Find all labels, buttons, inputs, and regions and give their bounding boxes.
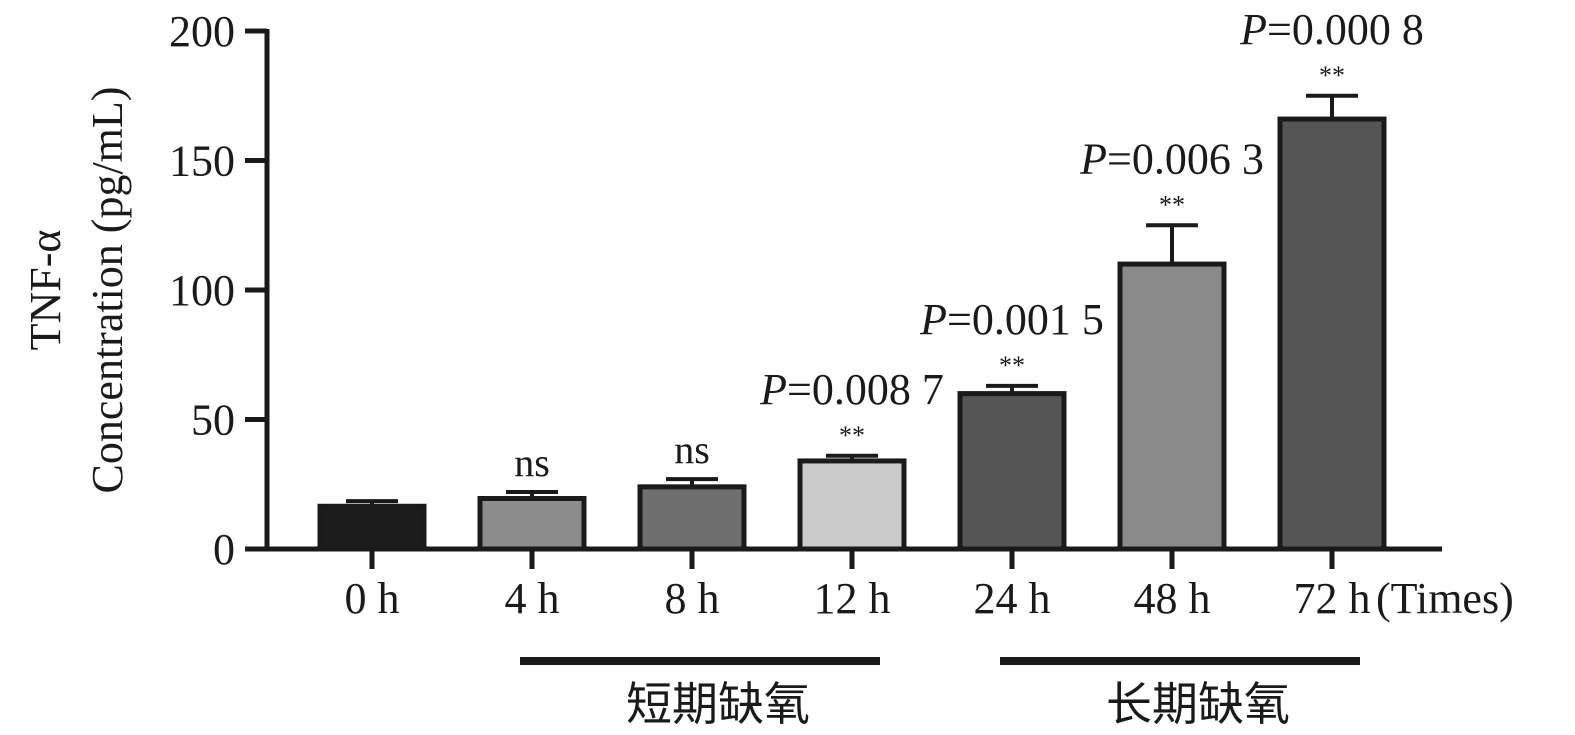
p-value-number: =0.000 8 <box>1267 5 1424 54</box>
bars <box>317 116 1387 552</box>
error-bars <box>346 93 1358 507</box>
bar <box>477 495 587 552</box>
p-value-prefix: P <box>759 365 787 414</box>
bar <box>797 458 907 552</box>
y-tick-label: 100 <box>169 266 235 315</box>
y-axis-label-line2: Concentration (pg/mL) <box>83 87 132 494</box>
x-tick-label: 0 h <box>345 574 400 623</box>
y-tick-label: 0 <box>213 525 235 574</box>
group-label: 长期缺氧 <box>1106 679 1290 730</box>
p-value-number: =0.006 3 <box>1107 134 1264 183</box>
x-tick-label: 4 h <box>505 574 560 623</box>
significance-label: ns <box>674 427 710 472</box>
p-value-number: =0.001 5 <box>947 295 1104 344</box>
significance-stars: ** <box>1159 190 1185 219</box>
p-value-prefix: P <box>1079 134 1107 183</box>
x-tick-label: 24 h <box>974 574 1051 623</box>
bar <box>1277 116 1387 552</box>
significance-stars: ** <box>999 351 1025 380</box>
y-tick-label: 150 <box>169 137 235 186</box>
bar <box>957 391 1067 552</box>
y-tick-label: 200 <box>169 7 235 56</box>
p-value-prefix: P <box>919 295 947 344</box>
x-tick-label: 12 h <box>814 574 891 623</box>
x-tick-label: 8 h <box>665 574 720 623</box>
annotations: ns ns **P=0.008 7 **P=0.001 5**P=0.006 3**P… <box>514 5 1424 485</box>
p-value-label: P=0.006 3 <box>1079 134 1264 183</box>
significance-label: ns <box>514 440 550 485</box>
group-label: 短期缺氧 <box>626 679 810 730</box>
p-value-prefix: P <box>1239 5 1267 54</box>
group-brackets: 短期缺氧 长期缺氧 <box>520 657 1360 730</box>
p-value-label: P=0.008 7 <box>759 365 944 414</box>
y-axis-label: TNF-α Concentration (pg/mL) <box>21 87 132 494</box>
y-axis-ticks: 0 50 100 150 200 <box>169 7 267 574</box>
y-tick-label: 50 <box>191 396 235 445</box>
p-value-number: =0.008 7 <box>787 365 944 414</box>
p-value-label: P=0.000 8 <box>1239 5 1424 54</box>
bar <box>317 503 427 552</box>
x-axis-label: (Times) <box>1376 574 1514 623</box>
bar <box>637 484 747 552</box>
x-axis-ticks: 0 h 4 h 8 h 12 h 24 h 48 h 72 h <box>345 549 1371 623</box>
y-axis-label-line1: TNF-α <box>21 230 70 351</box>
bar <box>1117 261 1227 552</box>
p-value-label: P=0.001 5 <box>919 295 1104 344</box>
significance-stars: ** <box>839 421 865 450</box>
x-tick-label: 72 h <box>1294 574 1371 623</box>
x-tick-label: 48 h <box>1134 574 1211 623</box>
significance-stars: ** <box>1319 61 1345 90</box>
